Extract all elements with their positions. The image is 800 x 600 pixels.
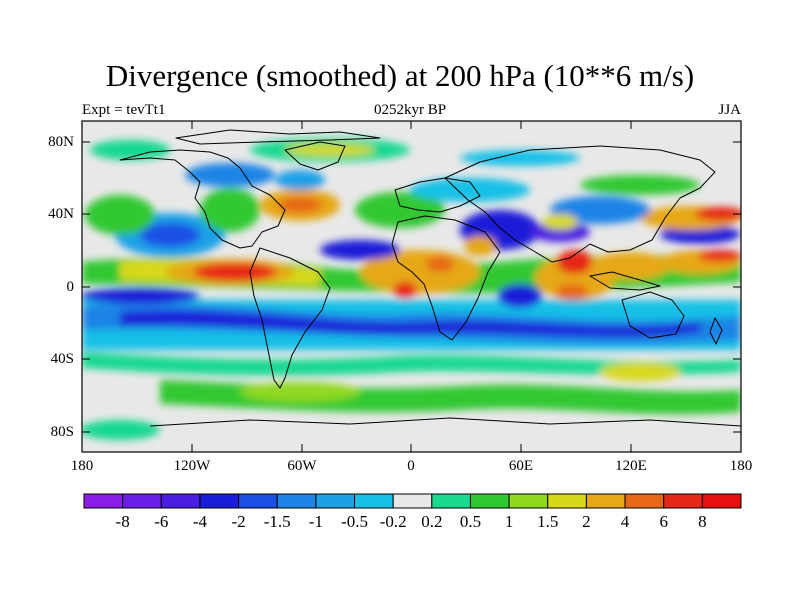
colorbar-swatch: [392, 493, 433, 509]
colorbar-label: -1: [308, 512, 323, 531]
axis-ticks: [81, 121, 742, 452]
lon-label-120e: 120E: [615, 458, 647, 474]
colorbar-swatch: [238, 493, 278, 509]
colorbar-label: -1.5: [263, 512, 291, 531]
colorbar-label: -0.2: [379, 512, 407, 531]
colorbar-label: 6: [659, 512, 668, 531]
colorbar-swatch: [663, 493, 703, 509]
colorbar-swatch: [83, 493, 124, 509]
colorbar-swatch: [199, 493, 240, 509]
coastlines: [119, 129, 741, 427]
colorbar-label: -6: [154, 512, 169, 531]
colorbar-label: 4: [620, 512, 630, 531]
colorbar-swatch: [276, 493, 317, 509]
colorbar-swatch: [160, 493, 201, 509]
colorbar-swatch: [585, 493, 626, 509]
lat-label-40n: 40N: [48, 206, 74, 222]
season-label: JJA: [718, 102, 741, 118]
lon-label-180w: 180: [70, 458, 94, 474]
colorbar-swatch: [701, 493, 742, 509]
colorbar-label: 0.2: [421, 512, 443, 531]
colorbar-label: -2: [231, 512, 246, 531]
colorbar-swatch: [624, 493, 665, 509]
colorbar-swatch: [315, 493, 356, 509]
colorbar-label: -4: [192, 512, 208, 531]
plot-title: Divergence (smoothed) at 200 hPa (10**6 …: [105, 58, 695, 93]
lon-label-120w: 120W: [173, 458, 211, 474]
lat-label-40s: 40S: [50, 351, 74, 367]
colorbar-swatch: [547, 493, 587, 509]
colorbar-swatch: [431, 493, 471, 509]
colorbar-label: 1: [504, 512, 514, 531]
colorbar-label: 0.5: [459, 512, 482, 531]
colorbar-swatch: [508, 493, 549, 509]
colorbar-label: -0.5: [341, 512, 368, 531]
time-label: 0252kyr BP: [373, 102, 447, 118]
lat-label-0: 0: [66, 279, 75, 295]
colorbar-label: 2: [582, 512, 591, 531]
colorbar-swatch: [469, 493, 510, 509]
colorbar-swatch: [354, 493, 394, 509]
colorbar-label: 8: [698, 512, 707, 531]
colorbar-label: -8: [115, 512, 130, 531]
colorbar-label: 1.5: [537, 512, 559, 531]
lon-label-0: 0: [407, 458, 415, 474]
lon-label-60e: 60E: [508, 458, 534, 474]
colorbar-swatch: [122, 493, 162, 509]
lon-label-60w: 60W: [287, 458, 317, 474]
experiment-label: Expt = tevTt1: [82, 102, 166, 118]
divergence-field: [82, 121, 741, 452]
lat-label-80s: 80S: [50, 424, 74, 440]
lat-label-80n: 80N: [48, 134, 74, 150]
lon-label-180e: 180: [729, 458, 753, 474]
